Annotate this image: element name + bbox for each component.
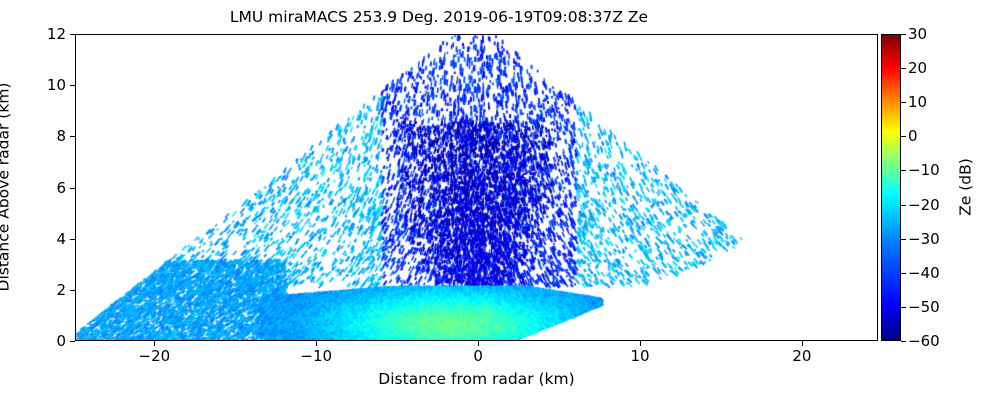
y-tick-label: 4 [56,229,66,248]
colorbar-label: Ze (dB) [956,158,975,216]
colorbar-tick-label: −30 [908,229,940,248]
y-tick-label: 12 [46,25,66,43]
x-tick-label: 10 [630,347,650,365]
colorbar-tick-mark [901,341,906,342]
colorbar-tick-mark [901,204,906,206]
x-tick-mark [801,341,803,346]
x-tick-mark [640,341,641,346]
colorbar-tick-mark [901,306,906,308]
radar-scan-plot [76,35,877,340]
x-tick-label: 20 [792,347,812,365]
y-tick-label: 8 [56,127,66,146]
colorbar[interactable]: −60 −50 −40 −30 −20 −10 0 10 20 30 [881,25,940,350]
colorbar-tick-mark [901,136,906,138]
y-tick-mark [70,341,75,342]
y-tick-mark [70,238,75,240]
colorbar-tick-mark [901,238,906,240]
colorbar-gradient [881,34,901,341]
colorbar-tick-label: −40 [908,263,940,282]
y-tick-mark [70,34,75,35]
x-tick-label: 0 [473,347,483,365]
y-tick-label: 10 [46,76,66,95]
y-tick-label: 0 [56,332,66,350]
colorbar-tick-mark [901,170,906,172]
page-title: LMU miraMACS 253.9 Deg. 2019-06-19T09:08… [229,8,649,26]
colorbar-tick-label: 30 [908,25,928,43]
x-axis-label: Distance from radar (km) [378,370,575,388]
colorbar-tick-label: −10 [908,161,940,180]
colorbar-tick-label: 0 [908,127,918,146]
plot-area[interactable] [75,34,878,341]
colorbar-tick-label: −50 [908,297,940,316]
y-tick-mark [70,187,75,189]
x-tick-label: −20 [138,347,171,365]
colorbar-tick-label: −20 [908,195,940,214]
y-tick-label: 2 [56,280,66,299]
y-tick-mark [70,85,75,87]
colorbar-tick-label: 10 [908,93,928,112]
colorbar-tick-mark [901,272,906,274]
colorbar-tick-mark [901,34,906,35]
x-tick-label: −10 [300,347,333,365]
x-tick-mark [316,341,318,346]
y-tick-mark [70,136,75,138]
y-tick-label: 6 [56,178,66,197]
y-tick-mark [70,289,75,291]
colorbar-tick-label: 20 [908,59,928,78]
colorbar-tick-label: −60 [908,332,940,350]
y-axis-label: Distance Above radar (km) [0,82,13,292]
x-tick-mark [154,341,156,346]
x-tick-mark [478,341,480,346]
colorbar-tick-mark [901,102,906,104]
colorbar-tick-mark [901,68,906,70]
